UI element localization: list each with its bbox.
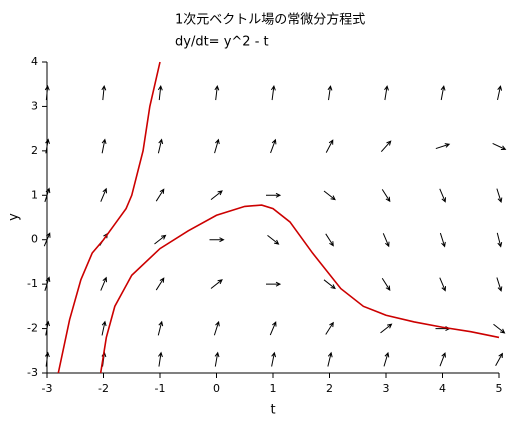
field-arrow <box>439 277 447 292</box>
x-tick-label: 5 <box>496 382 503 395</box>
field-arrow <box>154 234 167 245</box>
field-arrow <box>43 232 51 247</box>
field-arrow <box>158 351 163 367</box>
field-arrow <box>210 279 223 289</box>
field-arrow <box>323 190 336 201</box>
field-arrow <box>380 140 392 152</box>
field-arrow <box>439 232 446 248</box>
field-arrow <box>44 85 50 101</box>
x-axis-label: t <box>270 403 275 418</box>
y-tick-label: 2 <box>31 144 38 157</box>
field-arrow <box>270 85 276 101</box>
field-arrow <box>325 233 334 247</box>
x-tick-label: -3 <box>42 382 53 395</box>
field-arrow <box>271 351 277 367</box>
field-arrow <box>101 85 107 101</box>
chart-title: 1次元ベクトル場の常微分方程式 <box>175 12 365 28</box>
field-arrow <box>496 277 503 292</box>
field-arrow <box>323 279 336 290</box>
field-arrow <box>44 187 51 203</box>
field-arrow <box>327 351 333 367</box>
y-tick-label: 4 <box>31 55 38 68</box>
field-arrow <box>214 351 220 367</box>
field-arrow <box>214 138 220 154</box>
field-arrow <box>493 323 506 334</box>
field-arrow <box>496 188 503 204</box>
field-arrow <box>492 143 507 150</box>
field-arrow <box>266 281 282 287</box>
field-arrow <box>101 320 107 336</box>
y-tick-label: -1 <box>27 277 38 290</box>
x-tick-label: 1 <box>270 382 277 395</box>
field-arrow <box>269 321 277 336</box>
field-arrow <box>44 351 50 367</box>
field-arrow <box>325 321 334 335</box>
x-tick-label: -1 <box>155 382 166 395</box>
field-arrow <box>100 187 108 202</box>
x-tick-label: 3 <box>383 382 390 395</box>
y-axis-label: y <box>7 213 22 221</box>
field-arrow <box>440 85 446 101</box>
field-arrow <box>380 323 393 334</box>
y-tick-label: 1 <box>31 188 38 201</box>
field-arrow <box>382 233 390 248</box>
field-arrow <box>381 189 391 203</box>
field-arrow <box>210 190 223 201</box>
field-arrow <box>155 188 165 202</box>
y-tick-label: 3 <box>31 99 38 112</box>
field-arrow <box>384 85 389 101</box>
field-arrow <box>45 138 50 154</box>
chart-subtitle: dy/dt= y^2 - t <box>175 35 269 50</box>
field-arrow <box>214 85 220 101</box>
field-arrow <box>155 277 165 291</box>
field-arrow <box>45 320 50 336</box>
x-tick-label: -2 <box>98 382 109 395</box>
y-tick-label: -3 <box>27 366 38 379</box>
field-arrow <box>209 237 225 243</box>
field-arrow <box>157 320 164 336</box>
field-arrow <box>497 85 503 101</box>
field-arrow <box>327 85 333 101</box>
y-tick-label: 0 <box>31 233 38 246</box>
field-arrow <box>325 139 334 153</box>
field-arrow <box>270 138 277 154</box>
field-arrow <box>435 143 451 150</box>
field-arrow <box>439 352 446 367</box>
field-arrow <box>157 85 163 101</box>
field-arrow <box>44 276 51 291</box>
x-tick-label: 2 <box>326 382 333 395</box>
y-tick-label: -2 <box>27 322 38 335</box>
field-arrow <box>495 352 503 367</box>
field-arrow <box>157 138 164 154</box>
solution-curve <box>57 61 161 374</box>
field-arrow <box>383 351 390 367</box>
x-tick-label: 4 <box>439 382 446 395</box>
field-arrow <box>267 234 280 245</box>
field-arrow <box>266 192 282 198</box>
field-arrow <box>496 232 503 248</box>
x-tick-label: 0 <box>213 382 220 395</box>
field-arrow <box>101 138 107 154</box>
field-arrow <box>439 188 447 203</box>
solution-curve <box>99 204 500 374</box>
field-arrow <box>381 277 391 291</box>
field-arrow <box>100 276 108 291</box>
field-arrow <box>213 320 220 336</box>
